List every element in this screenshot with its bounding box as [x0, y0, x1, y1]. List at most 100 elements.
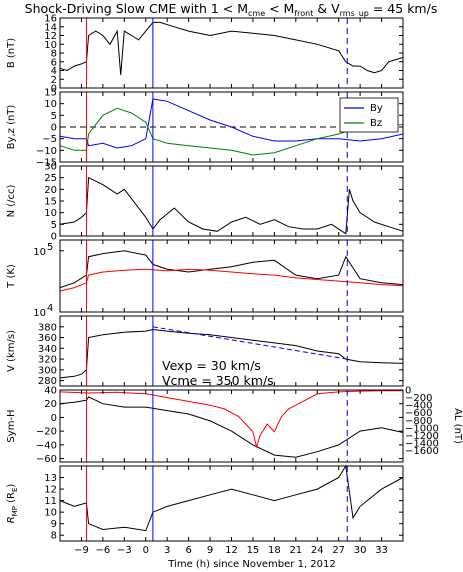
x-tick-label: 18 [268, 545, 281, 556]
y-tick-label: 20 [44, 185, 57, 196]
y-tick-label: 10 [44, 508, 57, 519]
x-tick-label: 15 [247, 545, 260, 556]
y-axis-label: By,z (nT) [6, 105, 17, 150]
y-tick-label: 15 [44, 88, 57, 99]
right-tick-label: −400 [405, 401, 432, 412]
y-tick-label: 25 [44, 173, 57, 184]
right-tick-label: −200 [405, 393, 432, 404]
y-tick-exponent: 4 [47, 303, 53, 314]
y-tick-label: 20 [44, 399, 57, 410]
x-tick-label: 6 [185, 545, 191, 556]
series-line-3-1 [59, 268, 404, 292]
title-part-1: Shock-Driving Slow CME with 1 < M [25, 1, 248, 16]
chart-title: Shock-Driving Slow CME with 1 < Mcme < M… [25, 1, 438, 18]
series-line-4-1 [152, 326, 348, 360]
panel-frame [59, 17, 404, 89]
x-tick-label: −9 [74, 545, 89, 556]
y-tick-label: 0 [51, 232, 57, 243]
series-line-5-1 [59, 390, 403, 449]
title-part-4: = 45 km/s [369, 1, 437, 16]
right-tick-label: −800 [405, 416, 432, 427]
legend-label-By: By [370, 103, 383, 114]
x-tick-label: 33 [375, 545, 388, 556]
x-tick-label: 0 [143, 545, 149, 556]
right-tick-label: −1600 [405, 446, 439, 457]
x-tick-label: −6 [96, 545, 111, 556]
y-tick-label: 10 [33, 308, 46, 319]
y-tick-label: 10 [44, 99, 57, 110]
y-tick-label: 12 [44, 31, 57, 42]
annotation-vexp: Vexp = 30 km/s [162, 358, 261, 373]
y-tick-label: 14 [44, 22, 57, 33]
right-tick-label: −1000 [405, 423, 439, 434]
right-tick-label: −1400 [405, 439, 439, 450]
title-part-2: < M [265, 1, 294, 16]
series-line-1-0 [59, 98, 404, 149]
y-tick-label: −5 [42, 134, 57, 145]
legend-label-Bz: Bz [370, 118, 382, 129]
y-axis-label: Sym-H [6, 409, 17, 442]
panel-frame [59, 465, 404, 542]
y-axis-label: N (/cc) [6, 184, 17, 217]
x-axis-label: Time (h) since November 1, 2012 [167, 559, 336, 570]
y-tick-label: 9 [51, 519, 57, 530]
y-tick-label: 4 [51, 66, 57, 77]
x-tick-label: 27 [332, 545, 345, 556]
legend-box [339, 97, 399, 133]
y-tick-label: 30 [44, 162, 57, 173]
y-axis-label: B (nT) [6, 38, 17, 68]
y-tick-label: 320 [38, 355, 57, 366]
y-tick-label: 11 [44, 496, 57, 507]
y-tick-label: 5 [51, 111, 57, 122]
series-line-5-0 [59, 396, 404, 458]
title-sub-front: front [294, 9, 313, 18]
annotation-vcme: Vcme = 350 km/s [162, 373, 274, 388]
series-line-1-1 [59, 107, 403, 156]
y-axis-label: T (K) [6, 264, 17, 289]
series-line-2-0 [59, 176, 404, 235]
panel-frame [59, 239, 404, 313]
y-tick-label: 10 [44, 208, 57, 219]
y-tick-label: 0 [51, 84, 57, 95]
y-tick-label: 340 [38, 344, 57, 355]
x-tick-label: 12 [225, 545, 238, 556]
y-tick-label: 10 [33, 247, 46, 258]
y-tick-label: 15 [44, 197, 57, 208]
right-axis-label: AL (nT) [452, 408, 463, 444]
series-line-6-0 [59, 464, 404, 532]
y-tick-label: −40 [36, 440, 57, 451]
y-tick-label: 8 [51, 49, 57, 60]
y-tick-label: 13 [44, 473, 57, 484]
y-tick-label: 40 [44, 386, 57, 397]
series-line-4-0 [59, 328, 404, 379]
right-tick-label: −1200 [405, 431, 439, 442]
x-tick-label: 24 [311, 545, 324, 556]
x-tick-label: 3 [164, 545, 170, 556]
title-part-3: & V [313, 1, 340, 16]
y-tick-label: 6 [51, 57, 57, 68]
y-tick-label: −20 [36, 427, 57, 438]
series-line-3-0 [59, 250, 404, 289]
right-tick-label: −600 [405, 408, 432, 419]
y-tick-label: 8 [51, 531, 57, 542]
y-axis-label: V (km/s) [6, 330, 17, 372]
x-tick-label: 30 [354, 545, 367, 556]
panel-frame [59, 389, 404, 463]
y-tick-label: 16 [44, 14, 57, 25]
right-tick-label: 0 [405, 386, 411, 397]
title-sub-rms: rms_up [340, 9, 369, 18]
y-tick-label: 280 [38, 376, 57, 387]
y-tick-label: −60 [36, 454, 57, 465]
y-axis-label: RMP (RE) [6, 484, 19, 524]
y-tick-label: 0 [51, 123, 57, 134]
title-sub-cme: cme [248, 9, 265, 18]
y-tick-label: 12 [44, 485, 57, 496]
y-tick-label: 380 [38, 322, 57, 333]
x-tick-label: 9 [207, 545, 213, 556]
y-tick-label: 360 [38, 333, 57, 344]
x-tick-label: −3 [117, 545, 132, 556]
y-tick-label: 300 [38, 365, 57, 376]
y-tick-label: 0 [51, 413, 57, 424]
